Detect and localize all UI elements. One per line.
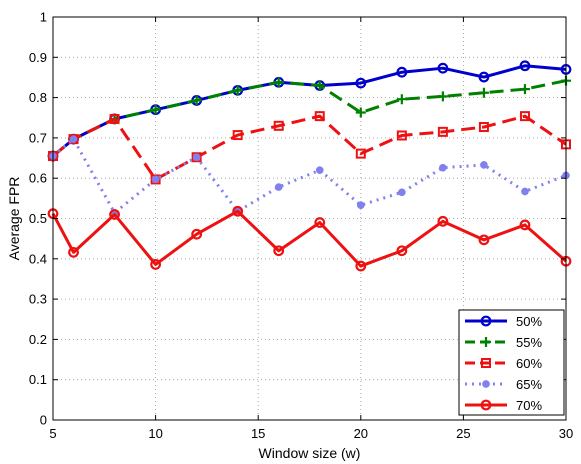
y-tick-label: 0.2 [29, 332, 47, 347]
y-tick-label: 0.8 [29, 90, 47, 105]
legend-label: 60% [516, 356, 542, 371]
series-line [52, 79, 567, 158]
data-point [437, 215, 449, 227]
data-point [355, 148, 366, 159]
data-point [314, 80, 325, 91]
series-layer [47, 60, 572, 272]
data-point [68, 246, 79, 258]
y-tick-label: 0.5 [29, 211, 47, 226]
data-point [191, 228, 203, 240]
grid [53, 17, 566, 420]
y-tick-label: 0.4 [29, 251, 47, 266]
data-point [396, 94, 407, 105]
data-point [355, 107, 366, 118]
data-point [232, 130, 243, 141]
data-point [437, 91, 448, 102]
data-point [519, 84, 530, 95]
data-point [478, 71, 490, 83]
data-point [437, 62, 449, 74]
data-point [232, 85, 243, 96]
legend-label: 50% [516, 314, 542, 329]
series-line [52, 114, 567, 181]
data-point [314, 111, 325, 122]
y-tick-label: 0.6 [29, 171, 47, 186]
data-point [109, 209, 120, 220]
data-point [478, 122, 489, 133]
legend: 50% 55% 60% 65% 70% [458, 309, 565, 416]
data-point [232, 205, 244, 217]
data-point [521, 187, 529, 196]
y-tick-label: 0.7 [29, 130, 47, 145]
legend-marker [482, 380, 490, 388]
y-tick-label: 0.9 [29, 50, 47, 65]
data-point [314, 217, 326, 228]
data-point [396, 130, 407, 141]
axis-ticks: 5 10 15 20 25 30 0 0.1 0.2 0.3 0.4 0.5 0.6 0.7 0.8 0.9 1 [29, 10, 573, 442]
x-tick-label: 30 [559, 426, 573, 441]
legend-item: 55% [465, 335, 542, 350]
legend-marker [481, 337, 491, 347]
data-point [150, 259, 162, 270]
data-point [273, 120, 284, 131]
data-point [191, 95, 202, 106]
legend-marker [480, 315, 492, 327]
data-point [519, 60, 531, 72]
legend-box [458, 309, 565, 416]
data-point [478, 234, 490, 246]
series-line [51, 209, 567, 268]
data-point [439, 163, 447, 172]
x-axis-label: Window size (w) [259, 445, 361, 461]
data-point [355, 77, 367, 89]
data-point [396, 66, 408, 78]
legend-item: 60% [465, 356, 542, 371]
data-point [480, 161, 488, 169]
x-tick-label: 10 [148, 426, 162, 441]
legend-marker [481, 358, 491, 368]
series-line [52, 137, 567, 215]
data-point [397, 188, 406, 197]
legend-label: 65% [516, 377, 542, 392]
series-3 [48, 111, 571, 185]
data-point [150, 104, 161, 115]
y-axis-label: Average FPR [6, 177, 22, 261]
data-point [356, 201, 365, 210]
data-point [109, 113, 120, 124]
legend-marker [480, 399, 492, 411]
data-point [151, 175, 160, 184]
x-tick-label: 25 [456, 426, 470, 441]
data-point [274, 183, 283, 191]
data-point [519, 219, 531, 231]
x-tick-label: 15 [251, 426, 265, 441]
data-point [396, 245, 408, 257]
data-point [437, 126, 448, 137]
data-point [192, 153, 201, 162]
y-tick-label: 0 [40, 413, 47, 428]
legend-label: 70% [516, 398, 542, 413]
data-point [478, 87, 489, 98]
data-point [273, 77, 284, 88]
y-tick-label: 0.1 [29, 372, 47, 387]
y-tick-label: 0.3 [29, 292, 47, 307]
legend-label: 55% [516, 335, 542, 350]
legend-item: 50% [465, 314, 542, 329]
legend-item: 65% [465, 377, 542, 392]
data-point [273, 245, 285, 257]
data-point [68, 134, 79, 145]
data-point [150, 174, 161, 185]
data-point [69, 135, 78, 143]
data-point [519, 111, 530, 122]
data-point [315, 166, 324, 174]
y-tick-label: 1 [40, 10, 47, 25]
data-point [355, 260, 367, 272]
data-point [191, 152, 202, 163]
legend-item: 70% [465, 398, 542, 413]
x-tick-label: 20 [354, 426, 368, 441]
x-tick-label: 5 [49, 426, 56, 441]
